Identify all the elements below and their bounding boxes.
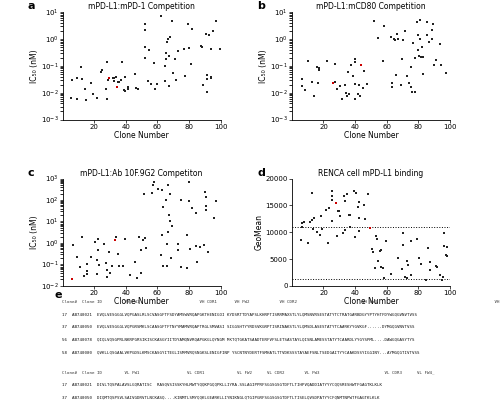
- X-axis label: Clone Number: Clone Number: [114, 131, 169, 140]
- Text: 17  AB740021  EVQLVESGGGLVQPGASLRLSCVASGFTFSDYAMSWVRQAPGKTHENIGOI KYDSRTTDYAPSLK: 17 AB740021 EVQLVESGGGLVQPGASLRLSCVASGFT…: [62, 313, 418, 316]
- X-axis label: Clone Number: Clone Number: [344, 297, 398, 307]
- Text: d: d: [257, 168, 265, 178]
- Text: c: c: [28, 168, 34, 178]
- Title: mPD-L1:Ab 10F.9G2 Competiton: mPD-L1:Ab 10F.9G2 Competiton: [80, 169, 203, 178]
- Y-axis label: IC₅₀ (nM): IC₅₀ (nM): [30, 49, 39, 83]
- Title: RENCA cell mPD-L1 binding: RENCA cell mPD-L1 binding: [318, 169, 424, 178]
- Title: mPD-L1:mCD80 Competition: mPD-L1:mCD80 Competition: [316, 2, 426, 11]
- Text: b: b: [257, 1, 265, 11]
- Text: 37  AB740050  DIQMTQSPSVLSAIVGDRVTLNCKASQ....KINMTLSMYQQKLGEARKLLIYNIKNGLQTGIPGR: 37 AB740050 DIQMTQSPSVLSAIVGDRVTLNCKASQ.…: [62, 396, 380, 400]
- X-axis label: Clone Number: Clone Number: [114, 297, 169, 307]
- Text: 17  AB740021  DIVLTQSPALAVSLGQRATISC  RASQVSISSKYHLMWTYQQKPGQQPKLLIYRA.SSLAGIPPR: 17 AB740021 DIVLTQSPALAVSLGQRATISC RASQV…: [62, 383, 382, 387]
- Text: e: e: [55, 290, 62, 300]
- Y-axis label: IC₅₀ (nM): IC₅₀ (nM): [260, 49, 268, 83]
- Title: mPD-L1:mPD-1 Competition: mPD-L1:mPD-1 Competition: [88, 2, 195, 11]
- Text: Clone#  Clone ID         VL FW1                   VL CDR1             VL FW2    : Clone# Clone ID VL FW1 VL CDR1 VL FW2: [62, 371, 435, 374]
- Text: a: a: [28, 1, 35, 11]
- Y-axis label: GeoMean: GeoMean: [255, 214, 264, 250]
- Text: 56  AB740078  QIQLVQSGPRLNKRPGRSIKISCKASGYIITDYAMQNVRQAPGKGLQYNGM MKTQTGKATSAADT: 56 AB740078 QIQLVQSGPRLNKRPGRSIKISCKASGY…: [62, 338, 415, 342]
- Text: 37  AB740050  EVQLVESGGGLVQPGRSMKLSCAASGFTFTNYYMAMVRQAPTRGLSMVASI SIGGSHTYYRDSVK: 37 AB740050 EVQLVESGGGLVQPGRSMKLSCAASGFT…: [62, 325, 415, 329]
- X-axis label: Clone Number: Clone Number: [344, 131, 398, 140]
- Y-axis label: IC₅₀ (nM): IC₅₀ (nM): [30, 215, 39, 249]
- Text: 58  AB740080  QVKLLQSGAALVKPGDSLKMSCKASGYITEGLISMMVRQSNGKSLENIGFINP YSCNTNYDERTF: 58 AB740080 QVKLLQSGAALVKPGDSLKMSCKASGYI…: [62, 350, 420, 354]
- Text: Clone#  Clone ID         VH FW1                        VH CDR1       VH FW2     : Clone# Clone ID VH FW1 VH CDR1 VH FW2: [62, 300, 500, 304]
